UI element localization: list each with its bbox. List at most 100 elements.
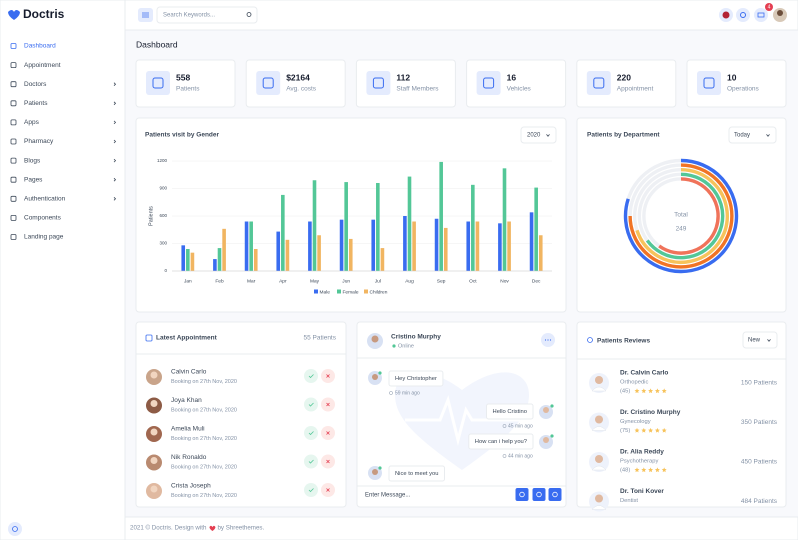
close-icon xyxy=(326,402,330,407)
check-icon xyxy=(308,374,314,379)
chart-card xyxy=(135,117,567,313)
search-box[interactable] xyxy=(156,6,258,24)
bar xyxy=(376,183,380,271)
menu-item[interactable]: Appointment xyxy=(24,62,61,69)
contact-status: Online xyxy=(398,343,414,349)
x-tick-label: Sep xyxy=(437,278,446,284)
submenu-chevron xyxy=(113,197,117,201)
y-tick-label: 0 xyxy=(164,268,167,273)
patient-avatar-face xyxy=(150,485,158,493)
page-title: Dashboard xyxy=(136,39,178,49)
patient-name: Crista Joseph xyxy=(171,483,211,490)
menu-icon xyxy=(142,12,149,18)
user-head xyxy=(777,10,783,16)
doctor-face xyxy=(595,455,603,463)
bar xyxy=(538,235,543,271)
menu-item[interactable]: Landing page xyxy=(24,234,64,241)
doctor-specialty: Orthopedic xyxy=(620,380,648,386)
menu-item[interactable]: Pharmacy xyxy=(24,138,54,145)
accept-button[interactable] xyxy=(304,426,318,440)
menu-item[interactable]: Components xyxy=(24,215,62,222)
star xyxy=(641,467,647,473)
menu-item[interactable]: Doctors xyxy=(24,81,47,88)
menu-item[interactable]: Pages xyxy=(24,176,43,183)
booking-date: Booking on 27th Nov, 2020 xyxy=(171,379,237,385)
star xyxy=(654,467,660,473)
sidebar xyxy=(0,0,126,540)
online-dot xyxy=(392,344,396,348)
menu-icon xyxy=(10,176,17,183)
legend-swatch xyxy=(314,289,318,294)
attach-button[interactable] xyxy=(548,488,562,501)
stat-glyph xyxy=(593,77,605,89)
bar xyxy=(317,235,321,271)
accept-button[interactable] xyxy=(304,397,318,412)
legend-swatch xyxy=(337,289,341,294)
period-select[interactable] xyxy=(728,126,777,144)
x-tick-label: Nov xyxy=(500,278,509,284)
menu-icon xyxy=(10,119,17,126)
stat-label: Operations xyxy=(727,86,760,93)
bar xyxy=(217,248,222,271)
bar xyxy=(222,228,226,271)
patient-avatar-face xyxy=(150,400,158,407)
gear xyxy=(740,12,746,18)
y-tick-label: 300 xyxy=(159,241,167,246)
star xyxy=(634,388,640,394)
legend-label: Children xyxy=(370,289,388,295)
doctor-coat xyxy=(591,426,607,431)
message-time: 59 min ago xyxy=(395,390,420,396)
doctor-face xyxy=(595,494,603,503)
y-tick-label: 600 xyxy=(159,213,167,218)
bar xyxy=(434,218,439,271)
presence-dot xyxy=(378,466,382,470)
x-tick-label: Jul xyxy=(375,278,381,284)
more-dot xyxy=(547,339,549,341)
footer-text: by Shreethemes. xyxy=(217,525,264,532)
bar xyxy=(312,180,317,271)
send-button[interactable] xyxy=(515,488,529,501)
doctor-specialty: Psychotherapy xyxy=(620,459,658,465)
clock-icon xyxy=(502,424,507,428)
menu-item[interactable]: Dashboard xyxy=(24,43,56,50)
center-total: 249 xyxy=(676,226,687,233)
menu-item[interactable]: Blogs xyxy=(24,157,41,164)
stat-icon xyxy=(476,71,501,95)
settings-button[interactable] xyxy=(736,8,750,22)
review-count: (48) xyxy=(620,468,630,474)
radial-bar xyxy=(658,177,720,255)
search-icon xyxy=(246,12,252,17)
year-select[interactable] xyxy=(520,126,557,144)
stat-value: $2164 xyxy=(286,72,310,82)
accept-button[interactable] xyxy=(304,483,318,497)
submenu-chevron xyxy=(113,120,117,125)
menu-item[interactable]: Apps xyxy=(24,119,40,126)
accept-button[interactable] xyxy=(304,369,318,383)
patient-name: Calvin Carlo xyxy=(171,369,207,376)
close-icon xyxy=(326,488,330,492)
bar xyxy=(529,212,534,271)
bar xyxy=(339,219,344,271)
star xyxy=(654,388,660,394)
y-axis-label: Patients xyxy=(148,206,154,226)
accept-button[interactable] xyxy=(304,454,318,469)
chat-launcher[interactable] xyxy=(8,522,22,536)
message-text: Hey Christopher xyxy=(395,376,437,382)
doctor-specialty: Dentist xyxy=(620,498,638,504)
message-input-placeholder: Enter Message... xyxy=(365,493,411,499)
review-count: (45) xyxy=(620,389,630,395)
mail-button[interactable] xyxy=(754,8,768,22)
close-icon xyxy=(326,431,330,435)
x-tick-label: Apr xyxy=(279,278,287,284)
bar xyxy=(253,249,258,271)
presence-dot xyxy=(378,371,382,375)
menu-icon xyxy=(10,195,17,202)
doctor-specialty: Gynecology xyxy=(620,419,651,425)
stat-value: 16 xyxy=(507,72,517,82)
emoji-button[interactable] xyxy=(532,488,546,501)
doctor-coat xyxy=(591,386,607,392)
reviews-select[interactable] xyxy=(742,331,778,349)
check-icon xyxy=(308,488,314,493)
menu-item[interactable]: Patients xyxy=(24,100,48,107)
menu-item[interactable]: Authentication xyxy=(24,196,66,203)
